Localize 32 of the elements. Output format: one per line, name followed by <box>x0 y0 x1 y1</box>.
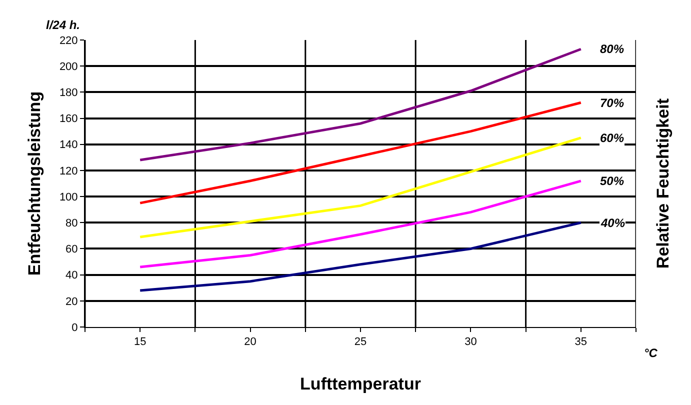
x-axis-title: Lufttemperatur <box>300 374 422 394</box>
series-label: 50% <box>600 174 624 188</box>
y-tick-label: 120 <box>59 165 78 178</box>
y-tick-label: 40 <box>66 270 78 282</box>
line-series <box>138 48 582 162</box>
x-tick-label: 35 <box>574 336 588 348</box>
y-tick-label: 60 <box>66 244 78 256</box>
x-tick-label: 30 <box>464 336 477 348</box>
line-series <box>138 101 582 204</box>
y-tick-label: 220 <box>59 34 78 47</box>
line-series <box>138 136 582 238</box>
y-tick-label: 0 <box>72 322 78 334</box>
y2-axis-title: Relative Feuchtigkeit <box>654 98 673 269</box>
line-series <box>138 221 582 292</box>
y-tick-label: 20 <box>66 296 78 308</box>
series-label: 40% <box>600 216 626 230</box>
x-tick-label: 15 <box>134 336 146 348</box>
series-label: 70% <box>600 96 624 110</box>
series-label: 60% <box>600 131 624 145</box>
x-tick-label: 25 <box>354 336 367 348</box>
y-axis-title: Entfeuchtungsleistung <box>24 91 44 276</box>
x-tick-label: 20 <box>244 336 256 348</box>
text: °C <box>644 346 658 360</box>
text: l/24 h. <box>46 18 80 32</box>
y-tick-label: 160 <box>59 113 78 126</box>
y-tick-label: 200 <box>59 60 78 73</box>
series-label: 80% <box>600 42 624 56</box>
y-tick-label: 80 <box>66 217 78 230</box>
line-series <box>138 180 582 268</box>
y-tick-label: 180 <box>59 87 78 100</box>
y-tick-label: 140 <box>59 139 78 152</box>
y-tick-label: 100 <box>59 191 78 204</box>
